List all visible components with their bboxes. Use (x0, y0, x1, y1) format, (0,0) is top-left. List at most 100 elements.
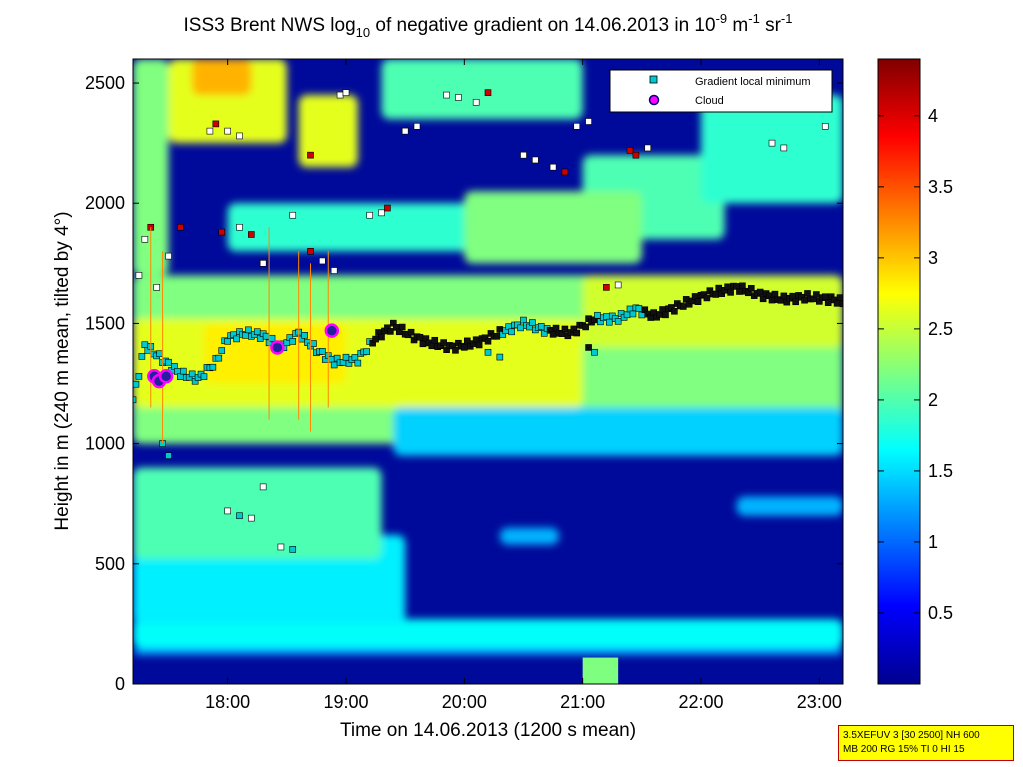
heatmap-band (133, 619, 843, 648)
scatter-marker (585, 118, 592, 125)
scatter-marker (236, 132, 243, 140)
gradient-min-marker (133, 396, 137, 404)
gradient-min-marker (224, 337, 231, 345)
scatter-marker (141, 235, 149, 243)
gradient-min-marker (253, 328, 261, 336)
gradient-min-marker (771, 290, 779, 298)
scatter-marker (443, 91, 450, 99)
scatter-marker (342, 89, 350, 96)
info-box: 3.5XEFUV 3 [30 2500] NH 600 MB 200 RG 15… (838, 725, 1014, 761)
legend-label-gradient: Gradient local minimum (695, 76, 811, 88)
gradient-min-marker (813, 291, 820, 298)
gradient-min-marker (245, 326, 252, 334)
colorbar-tick-label: 3.5 (928, 177, 953, 197)
gradient-min-marker (517, 324, 524, 332)
x-axis: 18:00 19:00 20:00 21:00 22:00 23:00 (205, 59, 842, 712)
scatter-marker (224, 507, 231, 515)
scatter-marker (413, 123, 421, 130)
scatter-marker (212, 120, 220, 128)
gradient-min-marker (330, 361, 338, 369)
gradient-min-marker (839, 300, 843, 308)
scatter-marker (277, 543, 285, 551)
legend: Gradient local minimum Cloud (609, 69, 833, 113)
gradient-min-marker (407, 328, 415, 336)
scatter-marker (401, 127, 409, 135)
scatter-marker (248, 231, 255, 238)
y-tick-label: 1500 (85, 313, 125, 333)
scatter-marker (768, 139, 776, 147)
scatter-marker (626, 147, 634, 154)
legend-marker-gradient (649, 75, 658, 84)
gradient-min-marker (605, 318, 613, 326)
gradient-min-marker (452, 347, 459, 354)
info-line-1: 3.5XEFUV 3 [30 2500] NH 600 (843, 730, 980, 741)
colorbar-tick-label: 3 (928, 248, 938, 268)
y-tick-label: 2000 (85, 193, 125, 213)
gradient-min-marker (529, 319, 536, 326)
colorbar-tick-label: 2 (928, 390, 938, 410)
gradient-min-marker (141, 341, 149, 349)
gradient-min-marker (484, 337, 492, 345)
gradient-min-marker (801, 296, 808, 304)
gradient-min-marker (694, 298, 702, 305)
scatter-marker (307, 151, 314, 159)
marker-layer (133, 89, 843, 553)
gradient-min-marker (493, 332, 501, 340)
colorbar-tick-label: 1 (928, 532, 938, 552)
gradient-min-marker (165, 358, 172, 366)
gradient-min-marker (268, 334, 276, 342)
gradient-min-marker (768, 296, 776, 304)
gradient-min-marker (177, 373, 184, 380)
gradient-min-marker (833, 300, 841, 307)
gradient-min-marker (703, 294, 711, 302)
gradient-min-marker (662, 311, 669, 319)
gradient-min-marker (363, 348, 371, 355)
heatmap-band (298, 95, 358, 168)
gradient-min-marker (561, 325, 569, 333)
gradient-min-marker (756, 288, 764, 296)
gradient-min-marker (378, 333, 385, 341)
scatter-marker (177, 223, 184, 231)
heatmap-band (464, 191, 642, 264)
heatmap-patch (582, 657, 619, 684)
gradient-min-marker (310, 340, 317, 347)
heatmap-band (227, 203, 524, 252)
scatter-marker (496, 353, 504, 361)
gradient-min-marker (209, 363, 217, 371)
colorbar-ticks: 0.5 1 1.5 2 2.5 3 3.5 4 (878, 106, 953, 623)
gradient-min-marker (789, 292, 797, 300)
gradient-min-marker (440, 339, 447, 346)
scatter-marker (218, 228, 226, 236)
gradient-min-marker (724, 283, 731, 291)
y-tick-label: 2500 (85, 73, 125, 93)
x-tick-label: 18:00 (205, 692, 250, 712)
scatter-marker (384, 204, 391, 212)
heatmap-band (381, 59, 583, 120)
gradient-min-marker (824, 299, 832, 306)
cloud-marker (270, 340, 285, 355)
cloud-marker (158, 369, 174, 384)
heatmap-band (701, 95, 843, 204)
scatter-marker (532, 156, 539, 164)
gradient-min-marker (582, 323, 589, 331)
gradient-min-marker (614, 318, 622, 325)
scatter-marker (455, 94, 462, 101)
scatter-marker (520, 151, 527, 159)
y-tick-label: 0 (115, 674, 125, 694)
scatter-marker (248, 514, 255, 522)
scatter-marker (821, 123, 829, 130)
gradient-min-marker (821, 293, 829, 301)
gradient-min-marker (233, 335, 240, 343)
gradient-min-marker (372, 335, 379, 343)
scatter-marker (591, 348, 598, 356)
scatter-marker (780, 144, 788, 152)
gradient-min-marker (156, 350, 163, 358)
gradient-min-marker (342, 353, 350, 361)
scatter-marker (307, 248, 314, 255)
scatter-marker (632, 151, 640, 159)
heatmap-band (393, 407, 843, 456)
heatmap-plot-area (133, 59, 843, 684)
gradient-min-marker (463, 337, 471, 345)
legend-box (609, 69, 833, 113)
scatter-marker (484, 348, 492, 356)
